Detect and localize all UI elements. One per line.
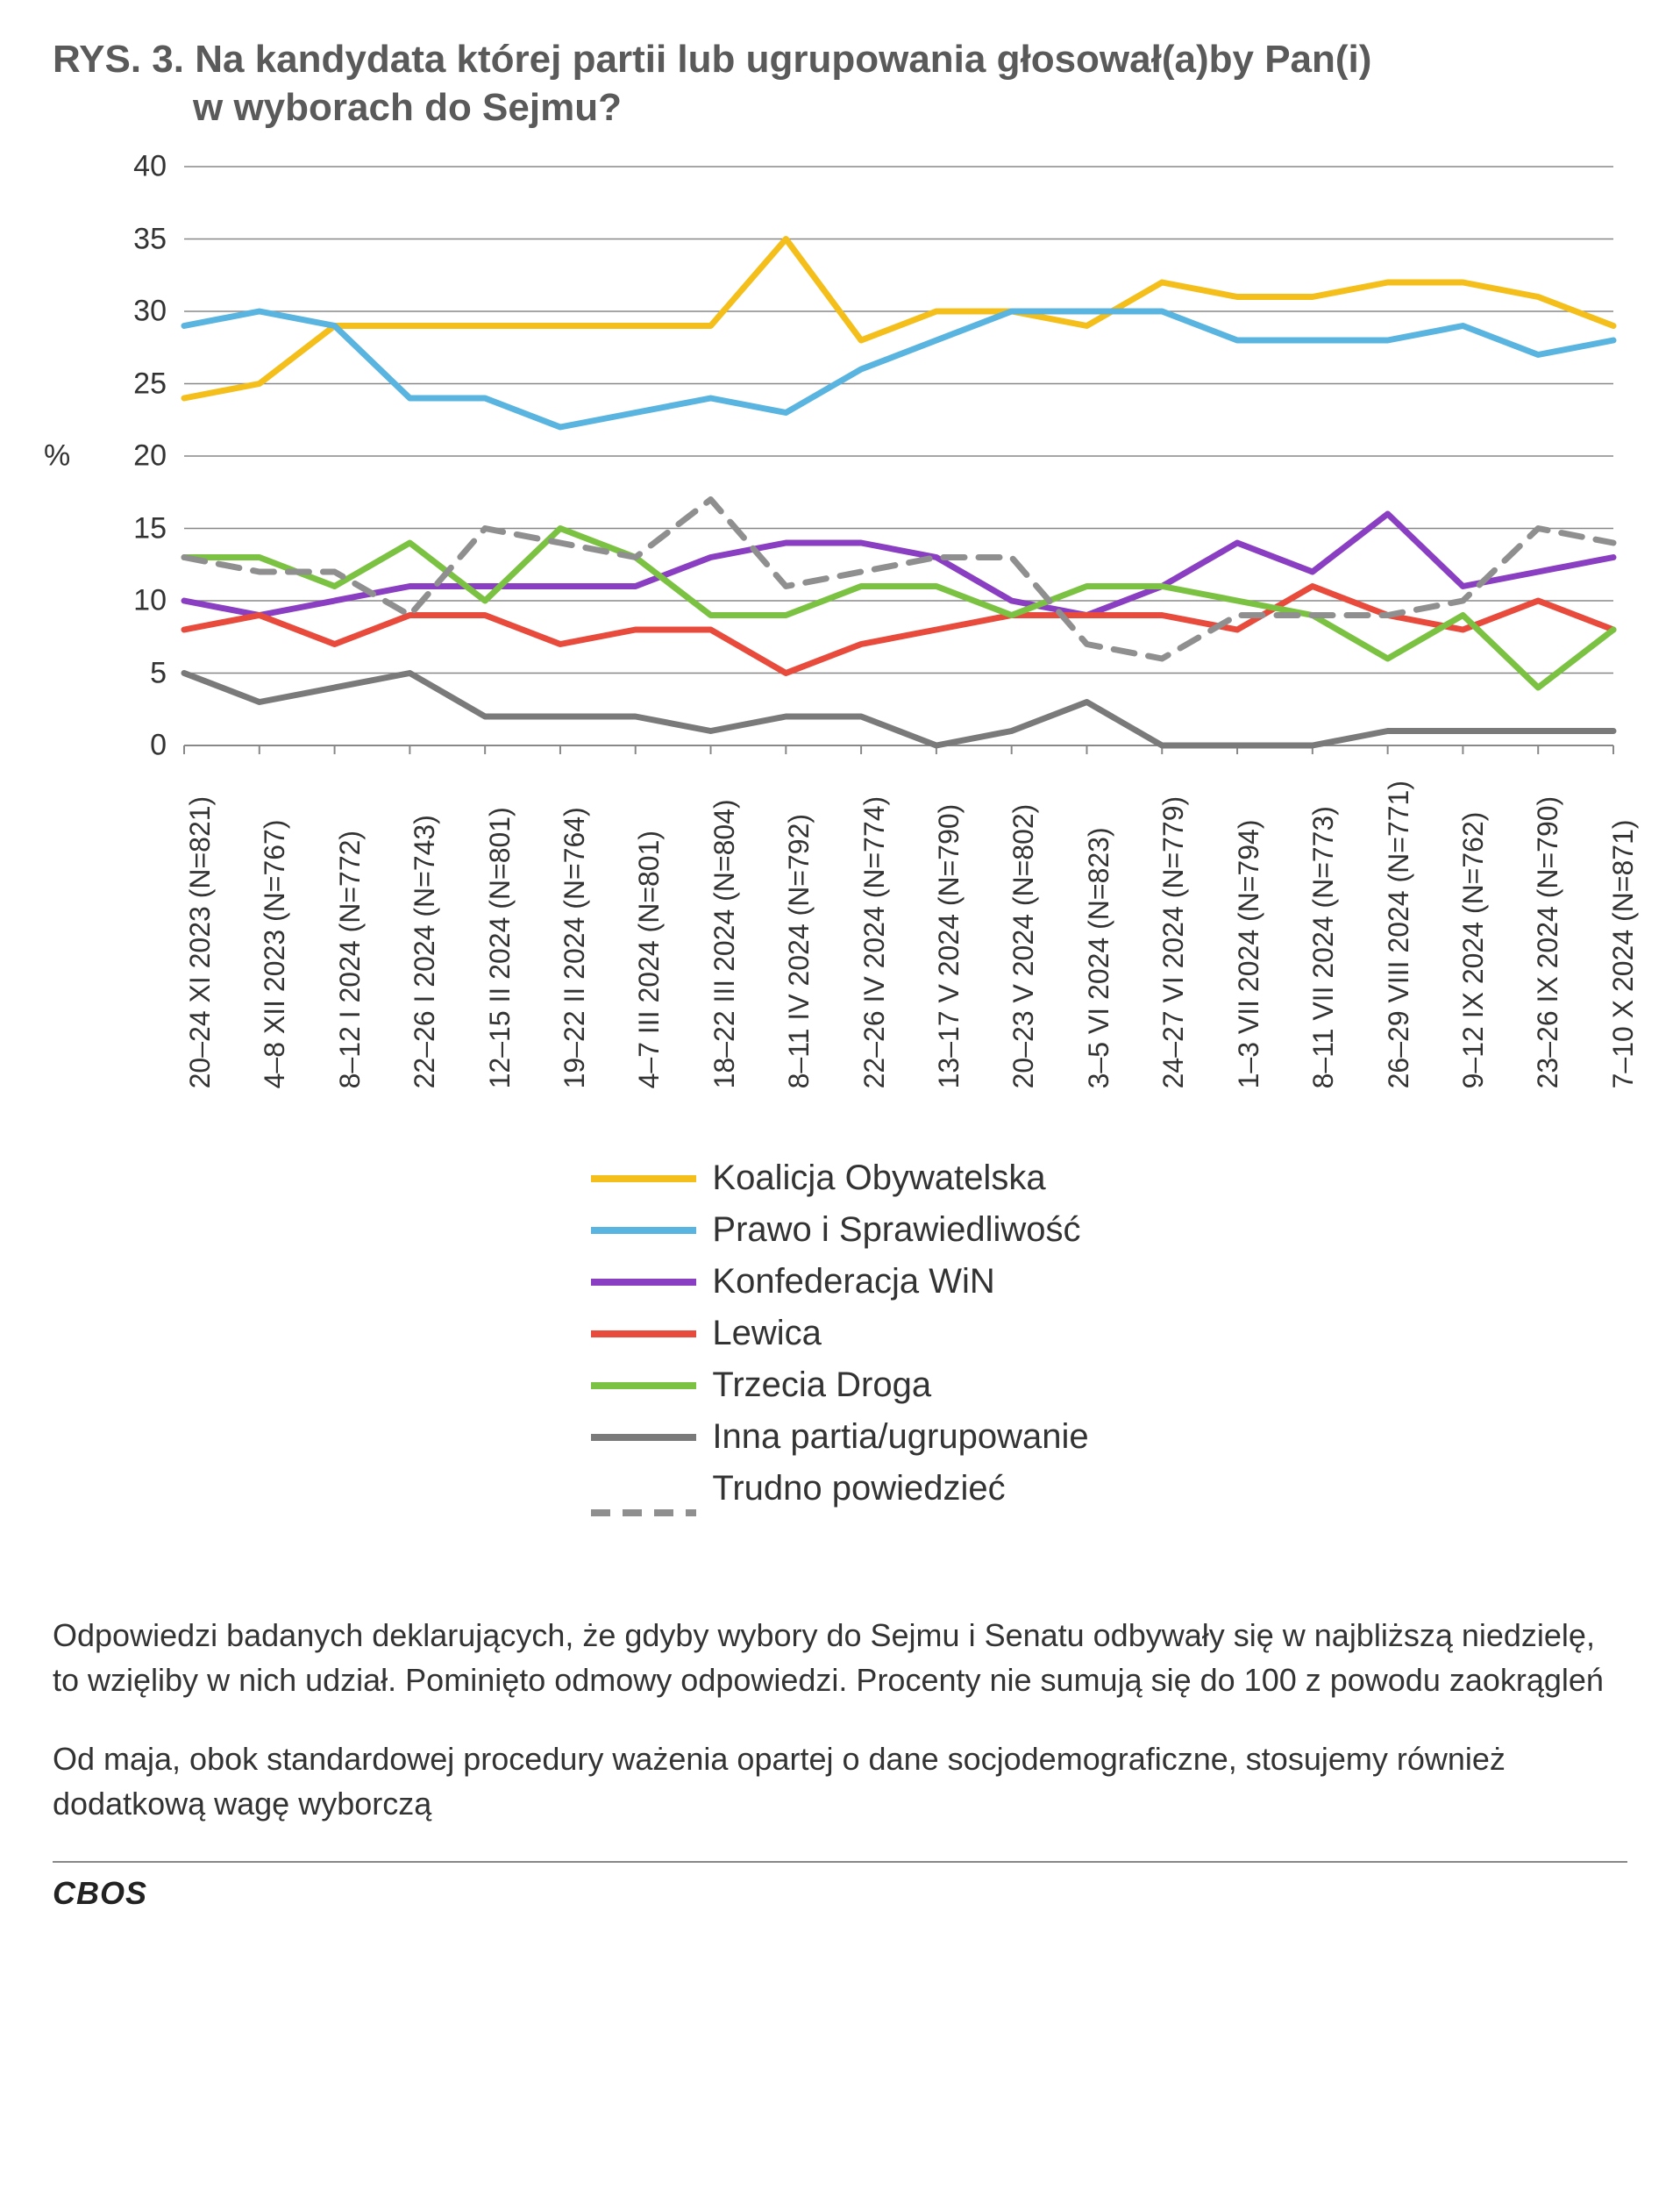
footnote-2: Od maja, obok standardowej procedury waż… [53,1737,1627,1826]
legend-swatch [591,1175,696,1182]
legend-label: Trudno powiedzieć [712,1469,1005,1508]
footnote-1: Odpowiedzi badanych deklarujących, że gd… [53,1614,1627,1702]
legend-swatch [591,1330,696,1337]
legend-item: Trudno powiedzieć [591,1469,1088,1508]
y-tick: 15 [114,511,167,545]
x-tick-label: 4–8 XII 2023 (N=767) [259,781,291,1088]
legend-swatch [591,1434,696,1441]
y-tick: 5 [114,656,167,690]
x-tick-label: 23–26 IX 2024 (N=790) [1532,781,1564,1088]
legend-swatch [591,1382,696,1389]
legend-item: Inna partia/ugrupowanie [591,1417,1088,1457]
x-tick-label: 20–23 V 2024 (N=802) [1007,781,1040,1088]
y-tick: 20 [114,439,167,474]
x-tick-label: 19–22 II 2024 (N=764) [559,781,591,1088]
legend-label: Koalicja Obywatelska [712,1159,1045,1198]
legend-label: Konfederacja WiN [712,1262,994,1301]
legend-item: Trzecia Droga [591,1365,1088,1405]
chart-page: RYS. 3. Na kandydata której partii lub u… [0,0,1680,1950]
y-tick: 30 [114,295,167,329]
x-tick-label: 22–26 I 2024 (N=743) [409,781,441,1088]
x-tick-label: 13–17 V 2024 (N=790) [933,781,965,1088]
x-tick-label: 1–3 VII 2024 (N=794) [1233,781,1265,1088]
x-tick-label: 8–11 VII 2024 (N=773) [1307,781,1340,1088]
x-tick-label: 9–12 IX 2024 (N=762) [1457,781,1490,1088]
legend-label: Trzecia Droga [712,1365,931,1405]
title-prefix: RYS. 3. [53,38,195,81]
x-tick-label: 22–26 IV 2024 (N=774) [858,781,891,1088]
legend-item: Lewica [591,1314,1088,1353]
chart-title: RYS. 3. Na kandydata której partii lub u… [53,35,1627,132]
x-tick-label: 26–29 VIII 2024 (N=771) [1383,781,1415,1088]
chart-area: % 0510152025303540 [88,158,1631,754]
source-label: CBOS [53,1875,147,1911]
x-tick-label: 8–12 I 2024 (N=772) [334,781,367,1088]
legend-swatch [591,1486,696,1493]
footnotes: Odpowiedzi badanych deklarujących, że gd… [53,1614,1627,1915]
legend-label: Inna partia/ugrupowanie [712,1417,1088,1457]
x-tick-label: 20–24 XI 2023 (N=821) [184,781,217,1088]
legend-label: Prawo i Sprawiedliwość [712,1210,1080,1250]
x-axis-labels: 20–24 XI 2023 (N=821) 4–8 XII 2023 (N=767… [184,781,1640,1088]
title-line1: Na kandydata której partii lub ugrupowan… [195,38,1371,81]
legend-item: Koalicja Obywatelska [591,1159,1088,1198]
title-line2: w wyborach do Sejmu? [53,83,1627,132]
x-tick-label: 3–5 VI 2024 (N=823) [1083,781,1115,1088]
legend-swatch [591,1227,696,1234]
x-tick-label: 8–11 IV 2024 (N=792) [783,781,815,1088]
legend-item: Prawo i Sprawiedliwość [591,1210,1088,1250]
footer-divider: CBOS [53,1861,1627,1915]
y-tick: 25 [114,367,167,401]
y-tick: 0 [114,729,167,763]
y-tick: 40 [114,150,167,184]
x-tick-label: 12–15 II 2024 (N=801) [484,781,516,1088]
x-tick-label: 24–27 VI 2024 (N=779) [1157,781,1190,1088]
line-chart [88,158,1631,754]
legend-label: Lewica [712,1314,822,1353]
x-tick-label: 4–7 III 2024 (N=801) [633,781,666,1088]
chart-legend: Koalicja Obywatelska Prawo i Sprawiedliwo… [591,1159,1088,1508]
y-tick: 35 [114,222,167,256]
y-axis-unit: % [44,439,70,474]
legend-swatch [591,1279,696,1286]
x-tick-label: 18–22 III 2024 (N=804) [708,781,741,1088]
x-tick-label: 7–10 X 2024 (N=871) [1607,781,1640,1088]
y-tick: 10 [114,584,167,618]
legend-item: Konfederacja WiN [591,1262,1088,1301]
